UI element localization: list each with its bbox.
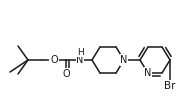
Text: N: N [120,55,128,65]
Text: Br: Br [164,81,176,91]
Text: H: H [78,47,84,56]
Text: N: N [144,68,152,78]
Text: O: O [50,55,58,65]
Text: O: O [62,69,70,79]
Text: N: N [76,55,84,65]
